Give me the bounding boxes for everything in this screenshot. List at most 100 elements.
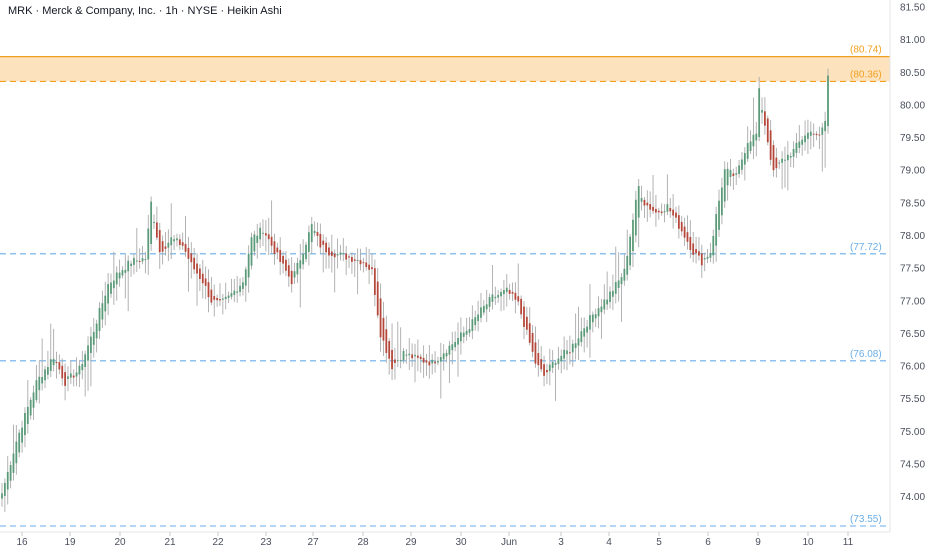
candle-up (554, 363, 557, 365)
x-tick-label: 4 (606, 537, 612, 548)
candle-down (330, 251, 333, 256)
candle-down (419, 356, 422, 360)
candle-down (322, 240, 325, 245)
candle-down (290, 270, 293, 285)
candle-down (270, 236, 273, 246)
x-tick-label: 27 (307, 537, 319, 548)
candle-up (173, 239, 175, 242)
y-tick-label: 79.00 (900, 166, 925, 177)
candle-up (620, 277, 623, 285)
candle-up (761, 109, 763, 113)
candle-up (563, 349, 566, 359)
candle-up (789, 155, 792, 158)
candle-up (130, 263, 132, 267)
candle-up (405, 354, 408, 356)
candle-down (362, 262, 365, 264)
candle-down (655, 208, 657, 213)
candle-down (425, 360, 428, 363)
candle-up (84, 354, 87, 368)
candle-down (683, 226, 686, 238)
candle-down (158, 230, 161, 253)
candle-up (706, 256, 709, 259)
candle-down (692, 243, 695, 255)
x-tick-label: 29 (405, 537, 417, 548)
candle-up (26, 406, 29, 425)
candle-up (299, 260, 302, 269)
candle-down (161, 241, 164, 252)
candle-up (24, 412, 26, 436)
candle-down (660, 211, 663, 214)
candle-up (118, 272, 121, 279)
candle-up (3, 482, 6, 496)
level-label: (80.36) (850, 69, 882, 80)
candle-up (78, 365, 81, 375)
y-tick-label: 74.50 (900, 459, 925, 470)
candle-down (818, 134, 821, 136)
x-tick-label: 28 (357, 537, 369, 548)
candle-up (67, 376, 69, 379)
candle-down (428, 361, 431, 366)
candle-up (792, 148, 795, 157)
candle-up (18, 432, 21, 453)
candle-up (752, 134, 755, 147)
candle-up (465, 330, 468, 335)
candle-up (560, 355, 563, 362)
candle-down (376, 281, 379, 316)
candle-up (781, 158, 784, 163)
candle-up (738, 165, 740, 175)
candle-up (6, 471, 9, 490)
candle-up (336, 253, 339, 256)
candle-down (201, 273, 204, 284)
candle-up (749, 141, 752, 151)
candle-up (640, 197, 643, 202)
candle-up (459, 332, 462, 342)
candle-down (422, 357, 425, 363)
candle-up (253, 234, 256, 252)
candle-up (127, 260, 130, 272)
candle-down (514, 292, 517, 300)
candle-down (190, 253, 193, 263)
candle-up (176, 238, 178, 241)
candle-up (29, 399, 32, 416)
candle-up (414, 354, 416, 357)
candle-up (448, 345, 451, 355)
candle-down (213, 296, 216, 300)
candle-down (652, 206, 654, 211)
candle-up (726, 168, 729, 186)
candle-up (44, 369, 46, 381)
candle-up (743, 153, 746, 165)
candle-up (259, 227, 262, 240)
candle-down (359, 260, 362, 265)
candle-up (339, 252, 342, 255)
candle-up (302, 253, 305, 265)
candle-up (795, 142, 798, 153)
x-tick-label: 19 (64, 537, 76, 548)
y-tick-label: 74.00 (900, 492, 925, 503)
candle-down (138, 260, 141, 262)
candle-up (577, 338, 580, 346)
candle-up (741, 159, 743, 170)
candle-up (233, 290, 236, 295)
candle-up (755, 133, 758, 141)
candle-down (178, 239, 181, 246)
candle-down (333, 253, 336, 258)
candle-down (525, 316, 528, 330)
candle-up (589, 315, 591, 330)
candle-down (689, 236, 692, 251)
candle-up (477, 314, 479, 322)
candle-up (135, 260, 138, 262)
candle-up (617, 280, 620, 288)
candle-down (210, 289, 213, 303)
candle-down (534, 342, 537, 364)
candle-up (807, 132, 809, 139)
candle-down (373, 268, 376, 295)
candle-down (391, 349, 393, 370)
candle-down (273, 241, 276, 254)
level-label: (80.74) (850, 45, 882, 56)
candle-up (809, 131, 812, 136)
candle-down (677, 215, 680, 229)
candle-up (571, 343, 574, 353)
candle-down (379, 298, 382, 338)
